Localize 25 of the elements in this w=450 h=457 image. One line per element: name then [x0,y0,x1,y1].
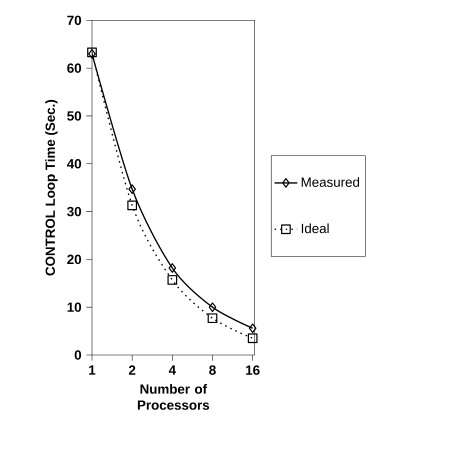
y-tick-label: 50 [67,111,82,121]
legend-label: Measured [302,177,360,187]
point [168,263,176,273]
point [208,302,216,312]
y-axis-title: CONTROL Loop Time (Sec.) [45,100,58,276]
y-tick-label: 10 [68,302,82,312]
point [208,313,218,324]
x-tick-label: 4 [168,365,176,375]
y-tick-label: 0 [74,350,82,360]
point [248,323,256,334]
x-tick-label: 2 [128,365,136,375]
x-tick-label: 16 [246,365,260,375]
legend-label: Ideal [302,223,329,234]
y-tick-label: 70 [67,16,82,26]
x-tick-label: 1 [89,365,96,375]
y-tick-label: 40 [66,159,82,168]
point [248,333,258,344]
point [127,200,138,210]
x-axis-title: Number of Processors [138,384,210,410]
y-tick-label: 20 [67,254,82,264]
y-tick-label: 60 [67,63,82,73]
point [128,184,136,194]
point [167,275,178,285]
y-tick-label: 30 [67,206,82,216]
x-tick-label: 8 [209,365,216,375]
